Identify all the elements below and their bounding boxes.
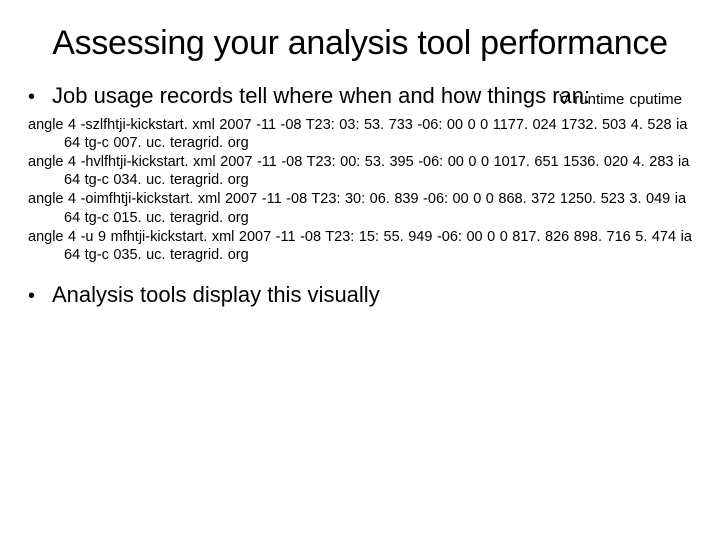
usage-record: angle 4 -u 9 mfhtji-kickstart. xml 2007 … xyxy=(28,228,692,264)
usage-record: angle 4 -oimfhtji-kickstart. xml 2007 -1… xyxy=(28,190,692,226)
column-annotation: V runtime cputime xyxy=(559,91,682,108)
record-line1: angle 4 -hvlfhtji-kickstart. xml 2007 -1… xyxy=(28,154,628,170)
record-line1: angle 4 -oimfhtji-kickstart. xml 2007 -1… xyxy=(28,191,625,207)
usage-record: angle 4 -szlfhtji-kickstart. xml 2007 -1… xyxy=(28,116,692,152)
bullet-item: • Analysis tools display this visually xyxy=(28,282,692,309)
bullet-text: Analysis tools display this visually xyxy=(52,282,692,309)
slide-title: Assessing your analysis tool performance xyxy=(28,24,692,63)
record-line1: angle 4 -szlfhtji-kickstart. xml 2007 -1… xyxy=(28,117,626,133)
usage-record: angle 4 -hvlfhtji-kickstart. xml 2007 -1… xyxy=(28,153,692,189)
first-bullet-container: • Job usage records tell where when and … xyxy=(28,83,692,110)
usage-records-block: angle 4 -szlfhtji-kickstart. xml 2007 -1… xyxy=(28,116,692,264)
bullet-marker: • xyxy=(28,282,52,308)
bullet-marker: • xyxy=(28,83,52,109)
record-line1: angle 4 -u 9 mfhtji-kickstart. xml 2007 … xyxy=(28,229,631,245)
